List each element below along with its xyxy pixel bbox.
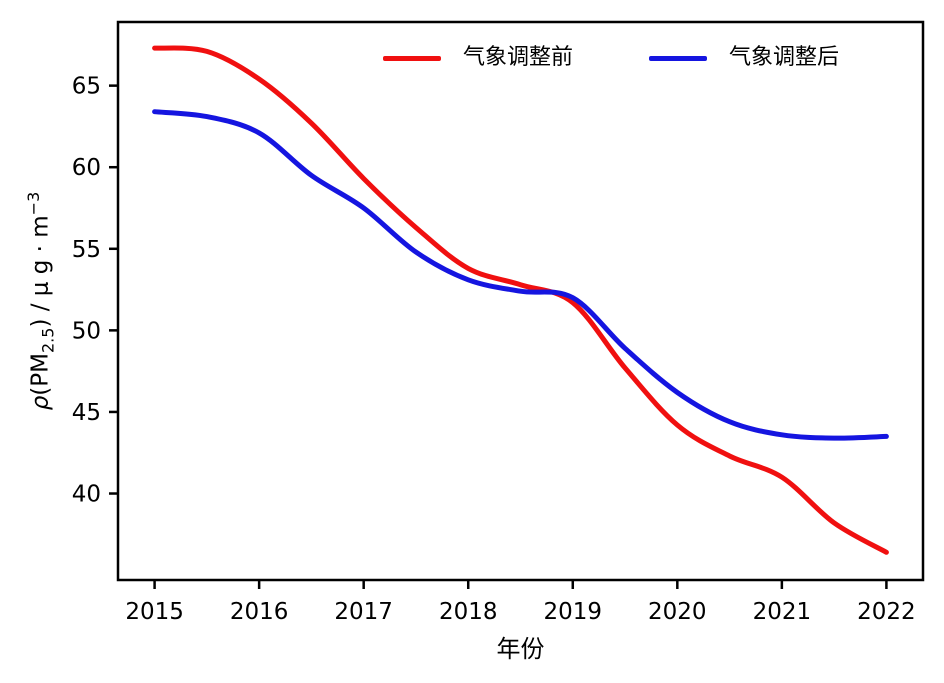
y-tick-label: 65	[72, 74, 101, 100]
legend-line-blue-icon	[649, 55, 708, 61]
plot-frame	[116, 20, 925, 582]
y-axis-title-units: ) / μ g · m	[27, 215, 54, 328]
y-tick-label: 60	[72, 155, 101, 181]
series-line-before-adjustment	[152, 45, 889, 555]
x-tick-label: 2016	[230, 599, 289, 625]
y-tick-label: 55	[72, 237, 101, 263]
x-tick-label: 2018	[439, 599, 498, 625]
y-axis-title-superscript: −3	[24, 191, 43, 216]
x-tick-label: 2020	[648, 599, 707, 625]
x-tick-label: 2022	[857, 599, 916, 625]
x-tick-label: 2017	[334, 599, 393, 625]
y-axis-title: ρ(PM2.5) / μ g · m−3	[14, 21, 58, 581]
y-axis-title-prefix: (PM	[27, 353, 54, 396]
y-axis-title-subscript: 2.5	[38, 327, 58, 353]
y-tick-label: 45	[72, 400, 101, 426]
y-tick-label: 50	[72, 318, 101, 344]
y-axis-title-rho: ρ	[27, 395, 54, 411]
x-axis-title: 年份	[496, 635, 545, 663]
series-line-after-adjustment	[152, 109, 889, 441]
x-tick-label: 2019	[543, 599, 602, 625]
legend-label-after-adjustment: 气象调整后	[729, 45, 840, 70]
legend-item-after-adjustment: 气象调整后	[649, 47, 839, 69]
x-tick-label: 2021	[753, 599, 812, 625]
x-tick-label: 2015	[125, 599, 184, 625]
legend-item-before-adjustment: 气象调整前	[383, 47, 573, 69]
legend-label-before-adjustment: 气象调整前	[463, 45, 574, 70]
legend-line-red-icon	[383, 55, 441, 61]
legend: 气象调整前 气象调整后	[383, 44, 839, 72]
y-tick-label: 40	[72, 482, 101, 508]
